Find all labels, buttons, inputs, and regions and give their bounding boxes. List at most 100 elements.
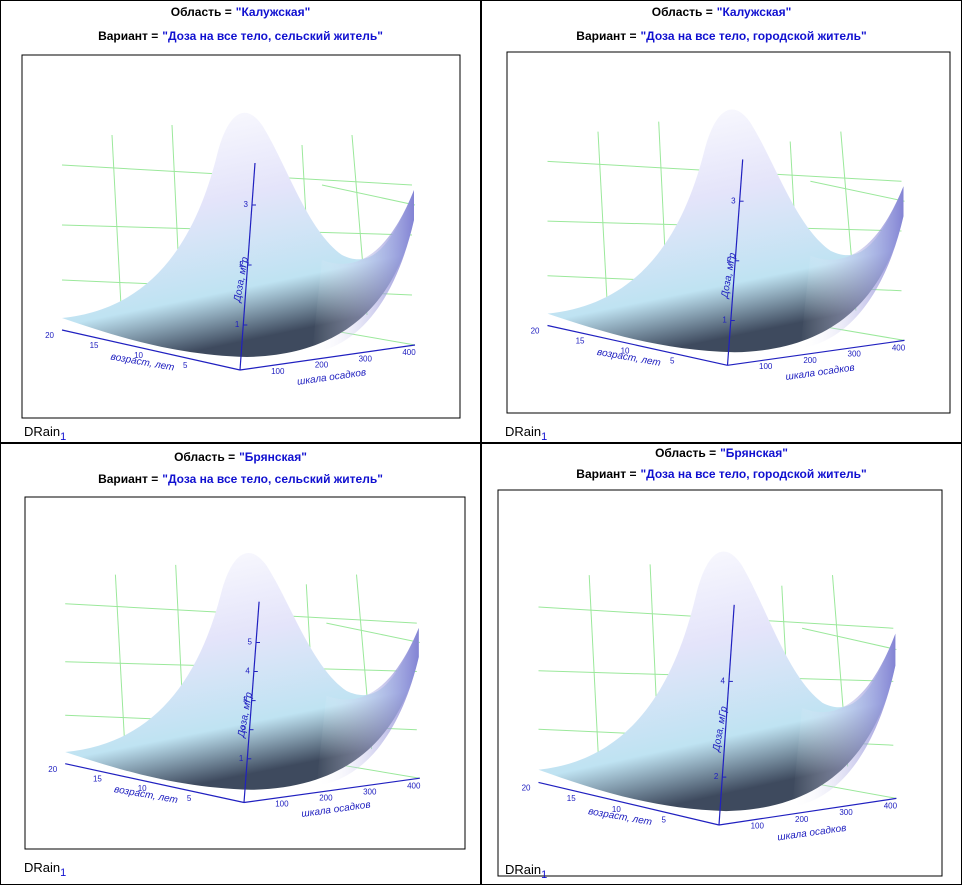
axis-line [61, 329, 241, 371]
variant-label: Вариант = [576, 467, 636, 481]
region-line: Область = "Брянская" [655, 446, 788, 460]
grid-line [588, 575, 600, 778]
z-tick-label: 1 [235, 320, 240, 329]
variant-line: Вариант = "Доза на все тело, сельский жит… [98, 472, 383, 486]
region-value: "Калужская" [236, 5, 311, 19]
grid-line [810, 180, 905, 202]
axis-line [65, 763, 245, 804]
variant-line: Вариант = "Доза на все тело, сельский жит… [98, 29, 383, 43]
axis-line [718, 797, 897, 826]
axis-line [243, 601, 260, 803]
age-tick-label: 15 [567, 794, 576, 803]
footer-text: DRain [24, 860, 60, 875]
axis-line [239, 344, 416, 371]
z-tick-label: 3 [731, 196, 736, 205]
z-tick-label: 4 [720, 677, 725, 686]
grid-line [326, 622, 420, 643]
rain-tick-label: 200 [315, 361, 329, 370]
rain-tick-label: 300 [359, 354, 373, 363]
z-tick-label: 2 [241, 725, 246, 734]
region-value: "Калужская" [717, 5, 792, 19]
rain-tick-label: 300 [363, 787, 377, 796]
footer-text: DRain [505, 424, 541, 439]
age-tick-label: 20 [531, 327, 540, 336]
axis-line [239, 162, 256, 371]
plot-panel: Область = "Брянская" Вариант = "Доза на все… [481, 443, 962, 885]
surface-side [800, 186, 904, 349]
age-tick-label: 5 [670, 356, 675, 365]
region-label: Область = [655, 446, 716, 460]
z-tick-label: 2 [714, 772, 719, 781]
rain-tick-label: 400 [402, 348, 416, 357]
variant-label: Вариант = [576, 29, 636, 43]
region-line: Область = "Калужская" [171, 5, 311, 19]
z-tick-label: 2 [727, 256, 732, 265]
variant-line: Вариант = "Доза на все тело, городской жи… [576, 467, 866, 481]
grid-line [597, 131, 609, 321]
age-tick-label: 10 [612, 805, 621, 814]
rain-tick-label: 100 [271, 367, 285, 376]
age-tick-label: 20 [45, 331, 54, 340]
plot-panel: Область = "Калужская" Вариант = "Доза на вс… [0, 0, 481, 443]
variant-value: "Доза на все тело, сельский житель" [162, 472, 383, 486]
region-label: Область = [174, 450, 235, 464]
region-label: Область = [652, 5, 713, 19]
region-value: "Брянская" [239, 450, 307, 464]
variant-label: Вариант = [98, 29, 158, 43]
cell-border [0, 0, 481, 443]
axis-line [718, 604, 735, 826]
age-tick-label: 10 [621, 347, 630, 356]
z-tick-label: 5 [248, 638, 253, 647]
rain-tick-label: 300 [848, 350, 862, 359]
z-tick-label: 2 [239, 260, 244, 269]
z-tick-label: 1 [722, 316, 727, 325]
plot-panel: Область = "Калужская" Вариант = "Доза на вс… [481, 0, 962, 443]
surface-side [316, 627, 419, 786]
rain-tick-label: 100 [275, 800, 289, 809]
footer-text: DRain [505, 862, 541, 877]
variant-value: "Доза на все тело, городской житель" [640, 467, 866, 481]
rain-tick-label: 200 [803, 356, 817, 365]
footer-name: DRain1 [505, 862, 547, 880]
z-tick-label: 3 [243, 696, 248, 705]
z-tick-label: 1 [239, 754, 244, 763]
footer-name: DRain1 [24, 860, 66, 878]
rain-tick-label: 100 [751, 821, 765, 830]
age-tick-label: 5 [187, 794, 192, 803]
footer-subscript: 1 [541, 431, 547, 443]
axis-line [538, 781, 720, 826]
variant-label: Вариант = [98, 472, 158, 486]
surface-side [792, 633, 896, 807]
rain-tick-label: 100 [759, 362, 773, 371]
variant-value: "Доза на все тело, сельский житель" [162, 29, 383, 43]
axis-line [727, 339, 905, 366]
footer-name: DRain1 [505, 424, 547, 442]
footer-subscript: 1 [541, 869, 547, 881]
variant-value: "Доза на все тело, городской житель" [640, 29, 866, 43]
rain-tick-label: 400 [407, 781, 421, 790]
axis-line [547, 324, 728, 366]
rain-tick-label: 200 [795, 815, 809, 824]
age-tick-label: 15 [93, 775, 102, 784]
axis-line [726, 159, 744, 366]
surface-side [312, 190, 414, 353]
z-tick-label: 4 [245, 667, 250, 676]
variant-line: Вариант = "Доза на все тело, городской жи… [576, 29, 866, 43]
age-tick-label: 20 [48, 765, 57, 774]
region-line: Область = "Брянская" [174, 450, 307, 464]
grid-line [321, 184, 416, 206]
grid-line [111, 134, 123, 326]
rain-tick-label: 400 [884, 802, 898, 811]
grid-line [114, 574, 126, 759]
age-tick-label: 15 [90, 341, 99, 350]
rain-tick-label: 400 [892, 344, 906, 353]
region-line: Область = "Калужская" [652, 5, 792, 19]
region-label: Область = [171, 5, 232, 19]
footer-subscript: 1 [60, 431, 66, 443]
footer-subscript: 1 [60, 867, 66, 879]
age-tick-label: 10 [134, 351, 143, 360]
age-tick-label: 5 [661, 815, 666, 824]
footer-name: DRain1 [24, 424, 66, 442]
grid-line [801, 627, 897, 650]
